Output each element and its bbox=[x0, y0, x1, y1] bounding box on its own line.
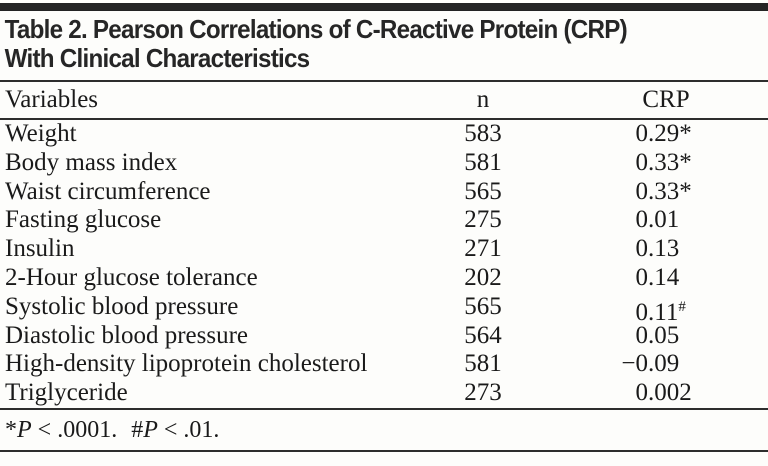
crp-significance-marker: * bbox=[679, 177, 692, 205]
title-rule bbox=[0, 80, 768, 82]
crp-integer-part: 0 bbox=[635, 321, 649, 349]
n-cell: 564 bbox=[464, 321, 502, 349]
table-row: High-density lipoprotein cholesterol 581… bbox=[0, 350, 768, 379]
variable-cell: Fasting glucose bbox=[5, 206, 162, 234]
crp-cell: 0.01 bbox=[580, 206, 766, 235]
variable-cell: Insulin bbox=[5, 235, 75, 263]
title-line-1: Table 2. Pearson Correlations of C-React… bbox=[4, 14, 628, 44]
n-cell: 273 bbox=[464, 379, 502, 407]
variable-cell: Weight bbox=[5, 120, 77, 147]
n-cell: 202 bbox=[464, 263, 502, 291]
table-row: Body mass index 581 0.33* bbox=[0, 149, 768, 178]
table-footnote: *P < .0001. #P < .01. bbox=[0, 410, 768, 450]
n-cell: 271 bbox=[464, 235, 502, 263]
bottom-rule bbox=[0, 449, 768, 452]
variable-cell: Triglyceride bbox=[5, 379, 128, 407]
footnote-p-symbol: P bbox=[143, 416, 158, 443]
crp-cell: 0.14 bbox=[580, 264, 766, 293]
n-cell: 565 bbox=[464, 292, 502, 320]
footnote-p-symbol: P bbox=[17, 416, 32, 443]
column-header-variables: Variables bbox=[5, 86, 99, 113]
crp-integer-part: 0 bbox=[635, 148, 649, 176]
table-row: Fasting glucose 275 0.01 bbox=[0, 206, 768, 235]
n-cell: 275 bbox=[464, 206, 502, 234]
crp-integer-part: 0 bbox=[635, 298, 649, 326]
table-row: Waist circumference 565 0.33* bbox=[0, 178, 768, 207]
crp-integer-part: 0 bbox=[635, 177, 649, 205]
crp-cell: 0.002 bbox=[580, 379, 766, 408]
crp-integer-part: 0 bbox=[635, 206, 649, 234]
crp-decimal-part: .33 bbox=[648, 177, 680, 205]
table-body: Weight 583 0.29* Body mass index 581 0.3… bbox=[0, 120, 768, 408]
footnote-hash-note: #P < .01. bbox=[131, 417, 219, 443]
table-header-row: Variables n CRP bbox=[0, 82, 768, 118]
crp-decimal-part: .29 bbox=[648, 120, 680, 147]
crp-significance-marker: * bbox=[679, 120, 692, 147]
crp-cell: 0.05 bbox=[580, 322, 766, 351]
variable-cell: Body mass index bbox=[5, 148, 178, 176]
table-row: Systolic blood pressure 565 0.11# bbox=[0, 292, 768, 326]
footnote-marker: * bbox=[5, 416, 17, 443]
crp-decimal-part: .13 bbox=[648, 235, 680, 263]
correlation-table-card: Table 2. Pearson Correlations of C-React… bbox=[0, 3, 768, 452]
crp-cell: 0.11# bbox=[580, 293, 766, 328]
footnote-rule bbox=[0, 407, 768, 410]
variable-cell: Waist circumference bbox=[5, 177, 211, 205]
crp-integer-part: 0 bbox=[635, 263, 649, 291]
variable-cell: 2-Hour glucose tolerance bbox=[5, 263, 258, 291]
table-row: Weight 583 0.29* bbox=[0, 120, 768, 149]
header-rule bbox=[0, 118, 768, 120]
crp-decimal-part: .33 bbox=[648, 148, 680, 176]
table-title: Table 2. Pearson Correlations of C-React… bbox=[0, 11, 714, 73]
crp-decimal-part: .09 bbox=[648, 350, 680, 378]
crp-cell: −0.09 bbox=[580, 350, 766, 379]
crp-decimal-part: .002 bbox=[648, 379, 692, 407]
n-cell: 565 bbox=[464, 177, 502, 205]
crp-significance-marker: * bbox=[679, 148, 692, 176]
variable-cell: Diastolic blood pressure bbox=[5, 321, 249, 349]
variable-cell: High-density lipoprotein cholesterol bbox=[5, 350, 368, 378]
footnote-star-note: *P < .0001. bbox=[5, 417, 117, 443]
column-header-n: n bbox=[476, 86, 490, 113]
column-header-crp: CRP bbox=[642, 86, 690, 113]
n-cell: 583 bbox=[464, 120, 502, 147]
crp-cell: 0.29* bbox=[580, 120, 766, 149]
title-line-2: With Clinical Characteristics bbox=[4, 43, 310, 73]
footnote-threshold: < .01. bbox=[157, 416, 220, 443]
crp-cell: 0.13 bbox=[580, 235, 766, 264]
crp-cell: 0.33* bbox=[580, 149, 766, 178]
crp-decimal-part: .14 bbox=[648, 263, 680, 291]
table-row: Triglyceride 273 0.002 bbox=[0, 379, 768, 408]
crp-integer-part: 0 bbox=[635, 379, 649, 407]
table-row: Diastolic blood pressure 564 0.05 bbox=[0, 322, 768, 351]
footnote-threshold: < .0001. bbox=[31, 416, 118, 443]
variable-cell: Systolic blood pressure bbox=[5, 292, 239, 320]
crp-integer-part: 0 bbox=[635, 120, 649, 147]
crp-decimal-part: .11 bbox=[648, 298, 679, 326]
crp-decimal-part: .05 bbox=[648, 321, 680, 349]
crp-significance-marker: # bbox=[678, 298, 686, 315]
crp-cell: 0.33* bbox=[580, 178, 766, 207]
crp-integer-part: 0 bbox=[635, 235, 649, 263]
table-row: Insulin 271 0.13 bbox=[0, 235, 768, 264]
crp-decimal-part: .01 bbox=[648, 206, 680, 234]
n-cell: 581 bbox=[464, 148, 502, 176]
n-cell: 581 bbox=[464, 350, 502, 378]
table-row: 2-Hour glucose tolerance 202 0.14 bbox=[0, 264, 768, 293]
top-rule-bar bbox=[0, 3, 768, 11]
footnote-marker: # bbox=[131, 416, 144, 443]
crp-integer-part: −0 bbox=[621, 350, 648, 378]
